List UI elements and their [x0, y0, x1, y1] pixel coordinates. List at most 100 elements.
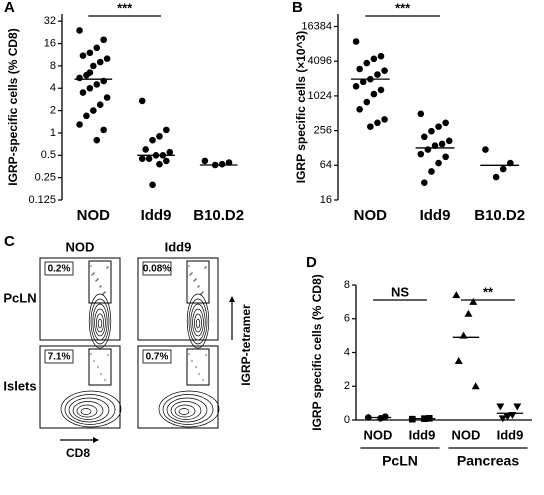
- contour: [96, 313, 104, 333]
- event-dot: [200, 293, 202, 295]
- row-label: PcLN: [3, 290, 36, 305]
- data-point: [442, 153, 449, 161]
- contour: [60, 390, 122, 428]
- data-point: [201, 157, 209, 165]
- data-point: [421, 133, 428, 141]
- contour: [158, 390, 220, 428]
- data-point: [377, 86, 385, 94]
- y-tick-label: 8: [344, 279, 350, 291]
- panel-letter: D: [306, 254, 317, 271]
- data-point: [93, 136, 101, 144]
- contour: [68, 397, 110, 423]
- contour: [188, 298, 208, 345]
- contour: [186, 293, 210, 349]
- contour: [90, 298, 110, 345]
- data-point: [93, 81, 101, 88]
- event-dot: [93, 272, 95, 274]
- gate: [186, 260, 210, 304]
- data-point: [93, 44, 101, 52]
- y-tick-label: 1: [50, 127, 56, 139]
- y-tick-label: 0.5: [41, 149, 56, 161]
- event-dot: [194, 279, 196, 281]
- data-point: [417, 150, 425, 158]
- data-point: [86, 84, 94, 92]
- event-dot: [188, 265, 190, 267]
- contour: [76, 404, 98, 418]
- event-dot: [103, 292, 105, 294]
- data-point: [100, 126, 107, 134]
- event-dot: [195, 366, 197, 368]
- contour: [80, 408, 92, 415]
- column-label: Idd9: [165, 239, 192, 254]
- y-axis-label: IGRP specific cells (% CD8): [310, 274, 324, 431]
- event-dot: [90, 265, 92, 267]
- data-point: [79, 52, 87, 59]
- event-dot: [104, 379, 106, 381]
- data-point: [469, 297, 478, 305]
- event-dot: [198, 373, 200, 375]
- event-dot: [107, 354, 109, 356]
- event-dot: [107, 266, 109, 268]
- data-point: [381, 116, 388, 123]
- row-label: Islets: [3, 378, 36, 393]
- gate-percentage: 0.2%: [48, 264, 71, 275]
- gate: [88, 348, 112, 386]
- event-dot: [197, 286, 199, 288]
- event-dot: [205, 266, 207, 268]
- data-point: [428, 168, 435, 175]
- x-tick-label: NOD: [77, 207, 111, 224]
- y-tick-label: 16: [44, 37, 56, 49]
- contour: [192, 308, 204, 337]
- data-point: [438, 140, 446, 148]
- y-tick-label: 4: [344, 346, 350, 358]
- gate-percentage: 0.7%: [146, 352, 169, 363]
- event-dot: [92, 273, 94, 275]
- data-point: [138, 97, 146, 105]
- data-point: [356, 105, 363, 113]
- gate-label-box: [142, 261, 172, 276]
- contour: [92, 303, 108, 341]
- event-dot: [95, 280, 97, 282]
- data-point: [100, 36, 107, 44]
- y-tick-label: 256: [314, 125, 332, 137]
- data-point: [363, 98, 371, 106]
- y-tick-label: 16384: [301, 20, 332, 32]
- data-point: [218, 160, 226, 168]
- panel-letter: B: [292, 0, 303, 16]
- x-tick-label: Idd9: [141, 207, 172, 224]
- data-point: [103, 55, 111, 63]
- data-point: [363, 59, 371, 67]
- x-tick-label: Idd9: [497, 427, 524, 442]
- y-tick-label: 4096: [308, 55, 332, 67]
- data-point: [352, 83, 360, 90]
- event-dot: [102, 293, 104, 295]
- flow-plot-frame: [137, 345, 219, 429]
- data-point: [464, 309, 473, 317]
- data-point: [377, 52, 385, 60]
- x-tick-label: Idd9: [409, 427, 436, 442]
- flow-plot-frame: [39, 257, 121, 341]
- data-point: [381, 67, 388, 75]
- contour: [174, 404, 196, 418]
- gate-label-box: [44, 349, 74, 364]
- contour: [190, 303, 206, 341]
- data-point: [149, 181, 156, 189]
- contour: [195, 318, 201, 329]
- significance-label: **: [483, 284, 494, 299]
- data-point: [454, 356, 463, 364]
- data-point: [374, 119, 381, 127]
- event-dot: [90, 353, 92, 355]
- event-dot: [191, 360, 193, 362]
- x-axis-label: CD8: [66, 446, 90, 460]
- event-dot: [204, 267, 206, 269]
- event-dot: [96, 279, 98, 281]
- event-dot: [106, 267, 108, 269]
- significance-label: ***: [117, 0, 133, 15]
- event-dot: [198, 285, 200, 287]
- data-point: [76, 121, 83, 128]
- flow-plot-frame: [39, 345, 121, 429]
- data-point: [471, 382, 480, 390]
- data-point: [163, 126, 170, 134]
- x-tick-label: NOD: [354, 207, 388, 224]
- y-tick-label: 1024: [308, 90, 332, 102]
